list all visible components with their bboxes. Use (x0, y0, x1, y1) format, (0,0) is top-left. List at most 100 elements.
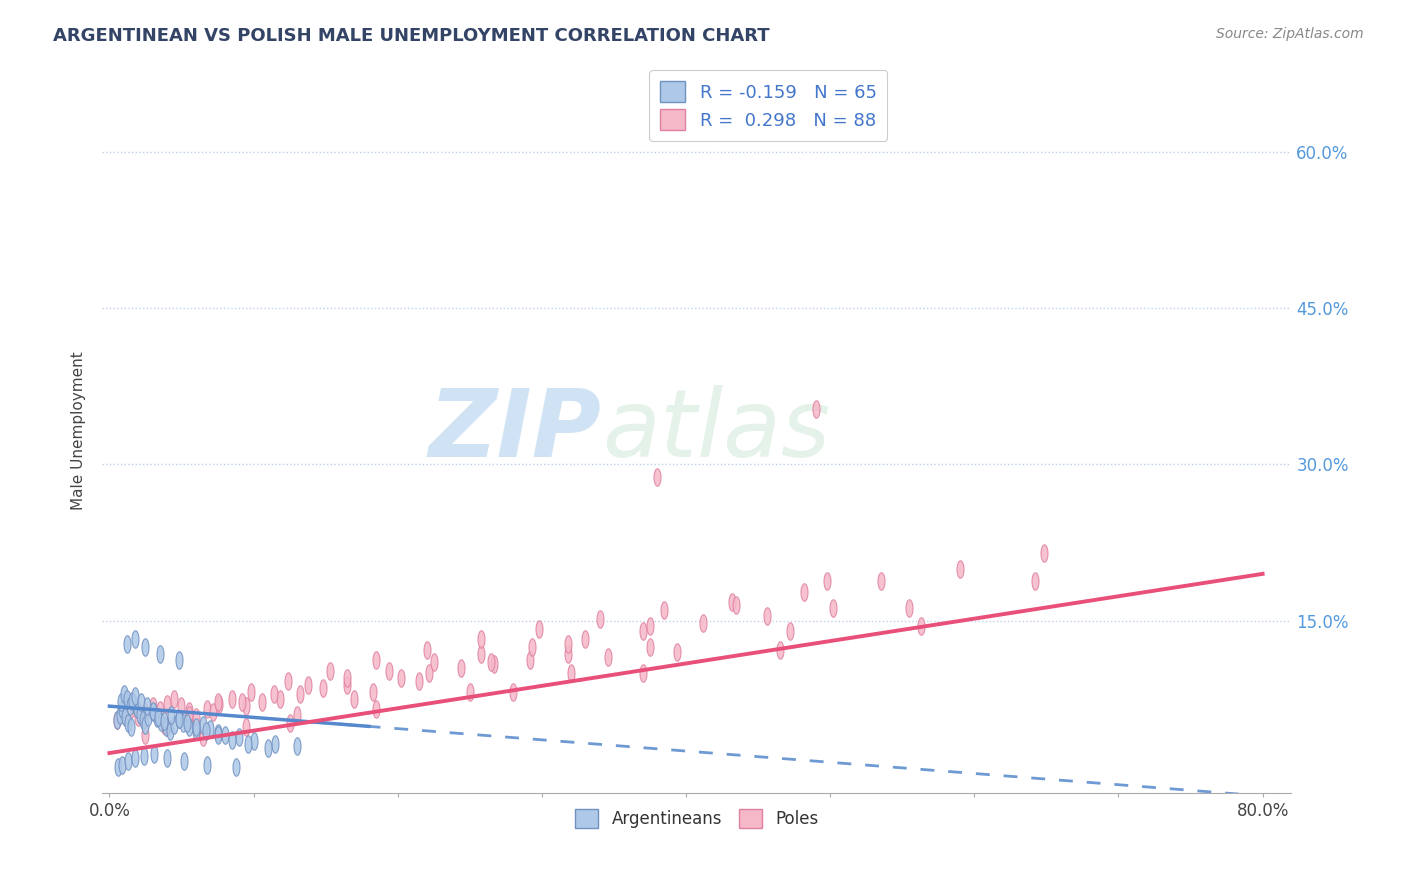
Poles (120, 702, 142, 716)
Poles (823, 601, 845, 615)
Poles (769, 643, 792, 657)
Poles (170, 699, 193, 714)
Poles (725, 598, 748, 612)
Argentineans (111, 757, 134, 772)
Poles (721, 595, 744, 609)
Argentineans (134, 718, 156, 732)
Argentineans (167, 712, 190, 726)
Poles (527, 622, 550, 636)
Poles (263, 687, 285, 701)
Poles (184, 709, 207, 723)
Text: ZIP: ZIP (429, 384, 602, 476)
Poles (645, 470, 668, 484)
Argentineans (149, 647, 172, 661)
Poles (364, 702, 387, 716)
Poles (484, 657, 506, 672)
Poles (949, 561, 972, 575)
Argentineans (128, 707, 150, 722)
Argentineans (214, 728, 236, 742)
Poles (177, 707, 200, 722)
Argentineans (111, 702, 134, 716)
Poles (156, 697, 179, 711)
Poles (197, 702, 219, 716)
Poles (142, 699, 165, 714)
Poles (288, 687, 311, 701)
Argentineans (167, 712, 190, 726)
Poles (481, 656, 503, 670)
Argentineans (221, 732, 243, 747)
Poles (415, 643, 437, 657)
Argentineans (125, 702, 148, 716)
Poles (779, 624, 801, 639)
Argentineans (143, 747, 166, 761)
Text: ARGENTINEAN VS POLISH MALE UNEMPLOYMENT CORRELATION CHART: ARGENTINEAN VS POLISH MALE UNEMPLOYMENT … (53, 27, 770, 45)
Argentineans (191, 718, 214, 732)
Poles (297, 678, 319, 692)
Argentineans (159, 724, 181, 739)
Argentineans (173, 755, 195, 769)
Poles (638, 619, 661, 633)
Poles (202, 706, 225, 720)
Argentineans (228, 731, 250, 745)
Poles (163, 691, 186, 706)
Poles (869, 574, 891, 589)
Argentineans (107, 759, 129, 773)
Poles (898, 601, 921, 615)
Argentineans (132, 749, 155, 764)
Poles (588, 612, 610, 626)
Legend: Argentineans, Poles: Argentineans, Poles (568, 803, 825, 835)
Poles (638, 640, 661, 654)
Argentineans (135, 699, 157, 714)
Poles (519, 653, 541, 667)
Argentineans (122, 697, 145, 711)
Poles (598, 650, 620, 665)
Poles (631, 665, 654, 680)
Poles (312, 681, 335, 696)
Argentineans (142, 706, 165, 720)
Argentineans (115, 637, 138, 651)
Argentineans (242, 733, 264, 747)
Poles (235, 720, 257, 734)
Y-axis label: Male Unemployment: Male Unemployment (72, 351, 86, 510)
Argentineans (115, 691, 138, 706)
Poles (221, 691, 243, 706)
Poles (177, 705, 200, 719)
Poles (134, 728, 156, 742)
Poles (134, 706, 156, 720)
Poles (1032, 546, 1054, 560)
Argentineans (176, 715, 198, 730)
Argentineans (134, 640, 156, 654)
Poles (361, 684, 384, 698)
Argentineans (124, 632, 146, 647)
Poles (389, 671, 412, 685)
Argentineans (184, 724, 207, 739)
Argentineans (117, 715, 139, 730)
Poles (1024, 574, 1046, 589)
Poles (208, 697, 231, 711)
Poles (364, 653, 387, 667)
Poles (153, 718, 176, 732)
Poles (278, 715, 301, 730)
Argentineans (160, 707, 183, 722)
Argentineans (236, 737, 259, 751)
Poles (177, 713, 200, 727)
Argentineans (172, 715, 194, 730)
Poles (793, 584, 815, 599)
Argentineans (200, 722, 222, 736)
Text: atlas: atlas (602, 385, 830, 476)
Poles (450, 660, 472, 674)
Poles (418, 665, 440, 680)
Poles (269, 691, 291, 706)
Argentineans (124, 689, 146, 703)
Poles (910, 619, 932, 633)
Poles (336, 671, 359, 685)
Poles (815, 574, 838, 589)
Poles (235, 699, 257, 714)
Argentineans (138, 709, 160, 723)
Poles (755, 608, 778, 623)
Poles (285, 707, 308, 722)
Argentineans (285, 739, 308, 753)
Poles (557, 637, 579, 651)
Argentineans (150, 714, 173, 729)
Poles (378, 664, 401, 678)
